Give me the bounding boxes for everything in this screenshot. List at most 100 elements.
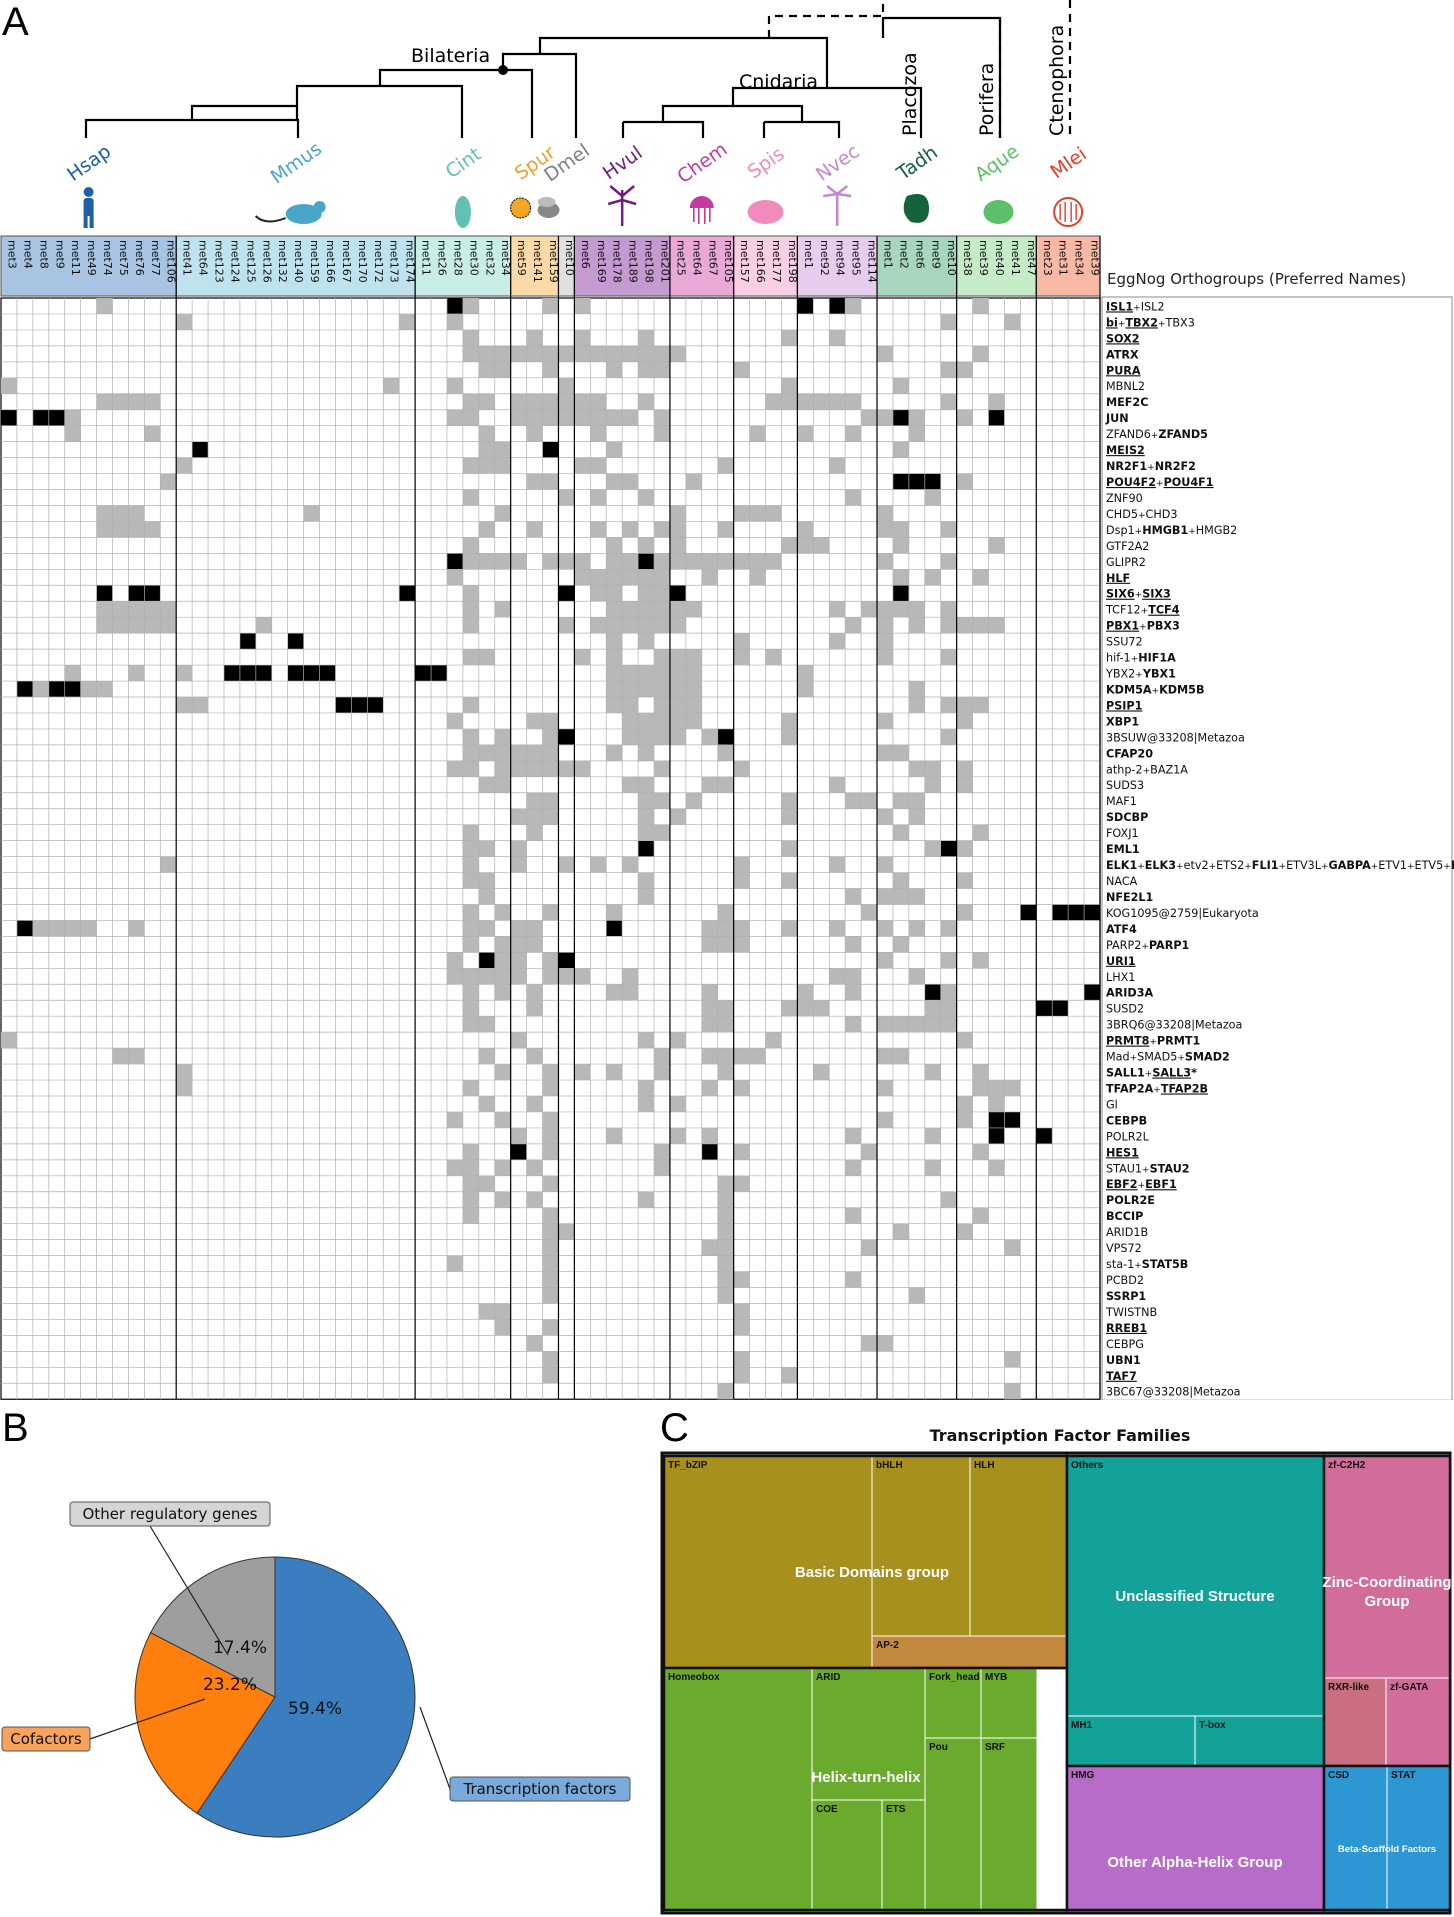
heatmap-cell-gray (861, 792, 878, 809)
column-label: met1 (802, 240, 815, 269)
species-band-hsap (0, 235, 177, 297)
heatmap-cell-black (287, 633, 304, 650)
heatmap-cell-gray (638, 393, 655, 410)
heatmap-cell-gray (669, 808, 686, 825)
heatmap-cell-gray (892, 569, 909, 586)
heatmap-cell-gray (160, 856, 177, 873)
heatmap-cell-gray (845, 984, 862, 1001)
heatmap-cell-gray (542, 393, 559, 410)
heatmap-cell-gray (574, 649, 591, 666)
heatmap-cell-gray (654, 760, 670, 777)
heatmap-cell-gray (956, 712, 973, 729)
heatmap-cell-gray (399, 313, 416, 330)
heatmap-cell-gray (956, 904, 973, 921)
row-label: ISL1+ISL2 (1106, 300, 1164, 313)
heatmap-cell-gray (494, 744, 511, 761)
panel-b-label: B (2, 1406, 29, 1450)
heatmap-cell-gray (462, 457, 479, 474)
heatmap-cell-gray (383, 377, 400, 394)
heatmap-cell-gray (144, 617, 161, 634)
treemap-family-label: AP-2 (876, 1640, 899, 1651)
heatmap-cell-gray (478, 1175, 495, 1192)
column-label: met159 (308, 240, 321, 283)
heatmap-cell-gray (908, 808, 925, 825)
heatmap-cell-gray (924, 1127, 941, 1144)
heatmap-cell-gray (845, 393, 862, 410)
heatmap-cell-gray (877, 856, 893, 873)
column-label: met124 (228, 240, 241, 283)
heatmap-cell-gray (622, 601, 639, 618)
heatmap-cell-gray (622, 681, 639, 697)
species-header-band (0, 235, 1101, 297)
heatmap-cell-gray (622, 776, 639, 793)
heatmap-cell-gray (462, 697, 479, 713)
heatmap-cell-black (239, 633, 256, 650)
row-label: GLIPR2 (1106, 556, 1146, 569)
heatmap-cell-gray (478, 649, 495, 666)
heatmap-cell-gray (494, 1159, 511, 1176)
treemap-cell (1323, 1455, 1451, 1679)
heatmap-cell-gray (542, 1127, 559, 1144)
heatmap-cell-gray (462, 1191, 479, 1208)
row-label: JUN (1105, 412, 1129, 425)
heatmap-cell-gray (462, 904, 479, 921)
treemap-family-label: Others (1071, 1460, 1104, 1471)
row-label: NFE2L1 (1106, 891, 1154, 904)
species-icon-mmus (254, 201, 326, 224)
column-label: met106 (165, 240, 178, 283)
heatmap-cell-gray (622, 521, 639, 538)
heatmap-cell-gray (717, 1016, 734, 1033)
heatmap-cell-gray (446, 1159, 463, 1176)
heatmap-cell-gray (478, 888, 495, 905)
heatmap-cell-gray (972, 569, 989, 586)
heatmap-cell-black (16, 920, 33, 937)
heatmap-cell-gray (877, 1016, 893, 1033)
heatmap-cell-gray (669, 665, 686, 682)
heatmap-cell-gray (478, 361, 495, 378)
heatmap-cell-gray (526, 936, 543, 953)
heatmap-cell-gray (829, 633, 846, 650)
heatmap-cell-gray (940, 649, 957, 666)
treemap-cell (980, 1737, 1038, 1911)
heatmap-cell-gray (160, 473, 177, 490)
row-label: POLR2E (1106, 1194, 1155, 1207)
heatmap-cell-gray (446, 1111, 463, 1128)
heatmap-cell-gray (574, 298, 591, 314)
heatmap-cell-gray (701, 1000, 718, 1017)
heatmap-cell-gray (574, 345, 591, 362)
heatmap-cell-gray (892, 824, 909, 841)
heatmap-cell-gray (908, 792, 925, 809)
heatmap-cell-gray (717, 936, 734, 953)
heatmap-cell-gray (669, 728, 686, 745)
heatmap-cell-gray (112, 1048, 129, 1065)
heatmap-cell-gray (877, 649, 893, 666)
heatmap-cell-gray (956, 776, 973, 793)
treemap-cell (1066, 1455, 1325, 1717)
panel-a-label: A (2, 0, 29, 44)
heatmap-cell-gray (462, 984, 479, 1001)
treemap-family-label: Fork_head (929, 1672, 980, 1683)
column-label: met166 (754, 240, 767, 283)
heatmap-cell-gray (908, 425, 925, 442)
heatmap-cell-gray (510, 856, 527, 873)
treemap-cell (980, 1667, 1038, 1739)
heatmap-cell-black (988, 1111, 1005, 1128)
heatmap-cell-gray (638, 1080, 655, 1096)
treemap-cell (1066, 1715, 1196, 1767)
heatmap-cell-gray (701, 569, 718, 586)
heatmap-cell-gray (956, 1111, 973, 1128)
column-label: met172 (372, 240, 385, 283)
heatmap-cell-gray (717, 744, 734, 761)
heatmap-cell-gray (654, 792, 670, 809)
heatmap-cell-gray (510, 808, 527, 825)
pie-category-label: Transcription factors (462, 1780, 616, 1798)
heatmap-cell-gray (797, 521, 814, 538)
heatmap-cell-gray (940, 553, 957, 570)
heatmap-cell-gray (845, 1127, 862, 1144)
heatmap-cell-gray (638, 744, 655, 761)
heatmap-cell-gray (892, 744, 909, 761)
heatmap-cell-black (669, 585, 686, 602)
heatmap-cell-gray (940, 361, 957, 378)
heatmap-cell-gray (526, 425, 543, 442)
heatmap-cell-gray (638, 1191, 655, 1208)
